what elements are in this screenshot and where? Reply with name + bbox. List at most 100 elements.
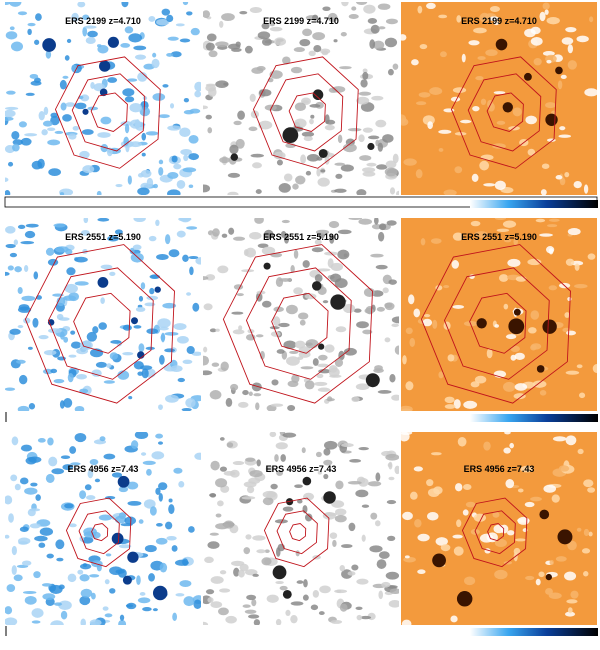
- noise-blob: [17, 11, 28, 16]
- noise-blob: [64, 503, 74, 509]
- noise-blob: [532, 380, 547, 388]
- noise-blob: [386, 500, 397, 505]
- noise-blob: [290, 615, 298, 624]
- noise-blob: [253, 393, 262, 397]
- noise-blob: [539, 11, 546, 22]
- contour: [78, 510, 120, 555]
- noise-blob: [293, 287, 303, 295]
- noise-blob: [227, 172, 241, 178]
- noise-blob: [91, 592, 96, 600]
- noise-blob: [80, 588, 93, 598]
- noise-blob: [355, 606, 363, 610]
- noise-blob: [496, 120, 506, 125]
- source: [545, 113, 558, 126]
- noise-blob: [283, 340, 297, 350]
- noise-blob: [166, 14, 174, 23]
- noise-blob: [118, 544, 132, 549]
- noise-blob: [494, 180, 506, 191]
- noise-blob: [452, 232, 464, 241]
- noise-blob: [557, 80, 563, 90]
- noise-blob: [566, 330, 577, 336]
- noise-blob: [362, 329, 373, 335]
- noise-blob: [285, 304, 298, 315]
- noise-blob: [315, 229, 330, 235]
- source: [456, 591, 473, 607]
- noise-blob: [450, 96, 461, 102]
- noise-blob: [257, 31, 271, 40]
- noise-blob: [114, 229, 123, 235]
- noise-blob: [182, 167, 197, 173]
- noise-blob: [567, 607, 573, 614]
- noise-blob: [292, 183, 299, 190]
- noise-blob: [9, 26, 15, 31]
- noise-blob: [340, 164, 354, 172]
- noise-blob: [235, 41, 241, 47]
- noise-blob: [567, 297, 572, 302]
- noise-blob: [480, 98, 487, 106]
- noise-blob: [319, 585, 331, 594]
- noise-blob: [384, 337, 391, 343]
- image: [203, 432, 399, 625]
- noise-blob: [233, 284, 244, 290]
- noise-blob: [356, 321, 369, 329]
- noise-blob: [505, 479, 515, 489]
- noise-blob: [77, 569, 84, 575]
- noise-blob: [82, 14, 90, 21]
- noise-blob: [376, 559, 387, 569]
- noise-blob: [454, 166, 463, 174]
- noise-blob: [81, 536, 94, 544]
- noise-blob: [244, 45, 253, 54]
- noise-blob: [231, 47, 242, 52]
- noise-blob: [306, 153, 320, 162]
- noise-blob: [126, 481, 139, 490]
- noise-blob: [20, 240, 35, 245]
- noise-blob: [473, 27, 487, 34]
- noise-blob: [351, 6, 357, 11]
- noise-blob: [545, 588, 553, 595]
- noise-blob: [324, 114, 330, 124]
- noise-blob: [188, 135, 199, 144]
- noise-blob: [35, 494, 41, 501]
- noise-blob: [219, 156, 231, 164]
- noise-blob: [207, 127, 213, 134]
- source: [154, 286, 161, 293]
- noise-blob: [376, 306, 385, 312]
- noise-blob: [401, 405, 413, 411]
- noise-blob: [117, 370, 130, 380]
- contour: [54, 56, 161, 169]
- noise-blob: [127, 500, 142, 506]
- noise-blob: [118, 486, 129, 493]
- noise-blob: [341, 443, 354, 448]
- noise-blob: [139, 106, 151, 117]
- noise-blob: [215, 478, 228, 488]
- noise-blob: [280, 454, 286, 462]
- noise-blob: [567, 60, 577, 70]
- noise-blob: [252, 535, 266, 541]
- noise-blob: [261, 300, 272, 308]
- noise-blob: [276, 349, 285, 354]
- noise-blob: [438, 148, 444, 152]
- noise-blob: [166, 52, 174, 57]
- noise-blob: [133, 218, 146, 223]
- noise-blob: [324, 344, 335, 353]
- noise-blob: [494, 569, 508, 580]
- noise-blob: [85, 37, 96, 45]
- source: [508, 318, 525, 335]
- noise-blob: [5, 177, 9, 182]
- noise-blob: [370, 253, 384, 258]
- noise-blob: [155, 537, 168, 545]
- noise-blob: [140, 169, 152, 178]
- noise-blob: [74, 256, 88, 263]
- noise-blob: [335, 326, 347, 333]
- noise-blob: [168, 504, 175, 515]
- contour: [420, 244, 571, 404]
- noise-blob: [385, 571, 399, 580]
- noise-blob: [27, 28, 32, 36]
- noise-blob: [561, 37, 574, 45]
- noise-blob: [401, 432, 413, 435]
- noise-blob: [41, 129, 48, 136]
- noise-blob: [298, 351, 311, 358]
- noise-blob: [300, 366, 314, 370]
- noise-blob: [418, 92, 431, 98]
- noise-blob: [525, 575, 535, 581]
